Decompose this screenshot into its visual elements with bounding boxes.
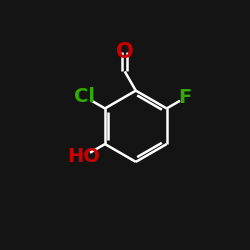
Text: F: F <box>178 88 192 107</box>
Text: O: O <box>116 42 134 62</box>
Text: Cl: Cl <box>74 88 96 106</box>
Text: HO: HO <box>67 147 100 166</box>
